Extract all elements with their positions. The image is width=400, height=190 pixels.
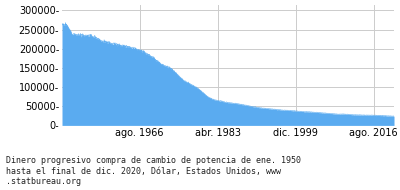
Text: Dinero progresivo compra de cambio de potencia de ene. 1950
hasta el final de di: Dinero progresivo compra de cambio de po…: [6, 156, 301, 186]
